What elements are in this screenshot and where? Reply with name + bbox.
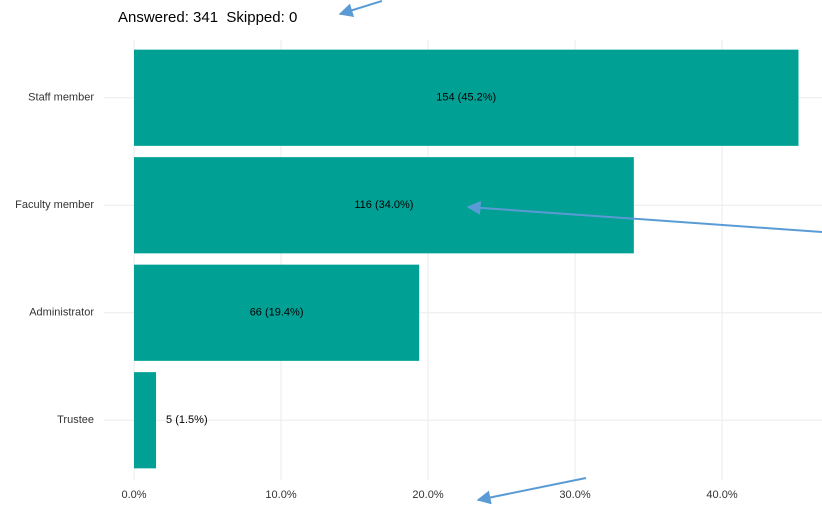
data-label: 116 (34.0%) (354, 199, 413, 211)
arrow (338, 0, 383, 17)
subtitle: Answered: 341 Skipped: 0 (118, 9, 297, 26)
annotation-arrows (338, 0, 822, 505)
y-tick-label: Administrator (29, 307, 94, 319)
bar (134, 157, 634, 254)
data-label: 5 (1.5%) (166, 414, 208, 426)
arrow (476, 477, 587, 505)
y-tick-label: Staff member (28, 92, 94, 104)
x-tick-label: 0.0% (121, 489, 146, 501)
x-tick-label: 10.0% (265, 489, 296, 501)
bar (134, 264, 420, 361)
arrow (466, 200, 822, 233)
bar (134, 49, 799, 146)
x-tick-label: 40.0% (706, 489, 737, 501)
bar (134, 372, 157, 469)
data-label: 66 (19.4%) (250, 307, 304, 319)
y-tick-label: Faculty member (15, 199, 94, 211)
data-label: 154 (45.2%) (436, 92, 496, 104)
x-tick-label: 30.0% (559, 489, 590, 501)
x-tick-label: 20.0% (412, 489, 443, 501)
y-tick-label: Trustee (57, 414, 94, 426)
